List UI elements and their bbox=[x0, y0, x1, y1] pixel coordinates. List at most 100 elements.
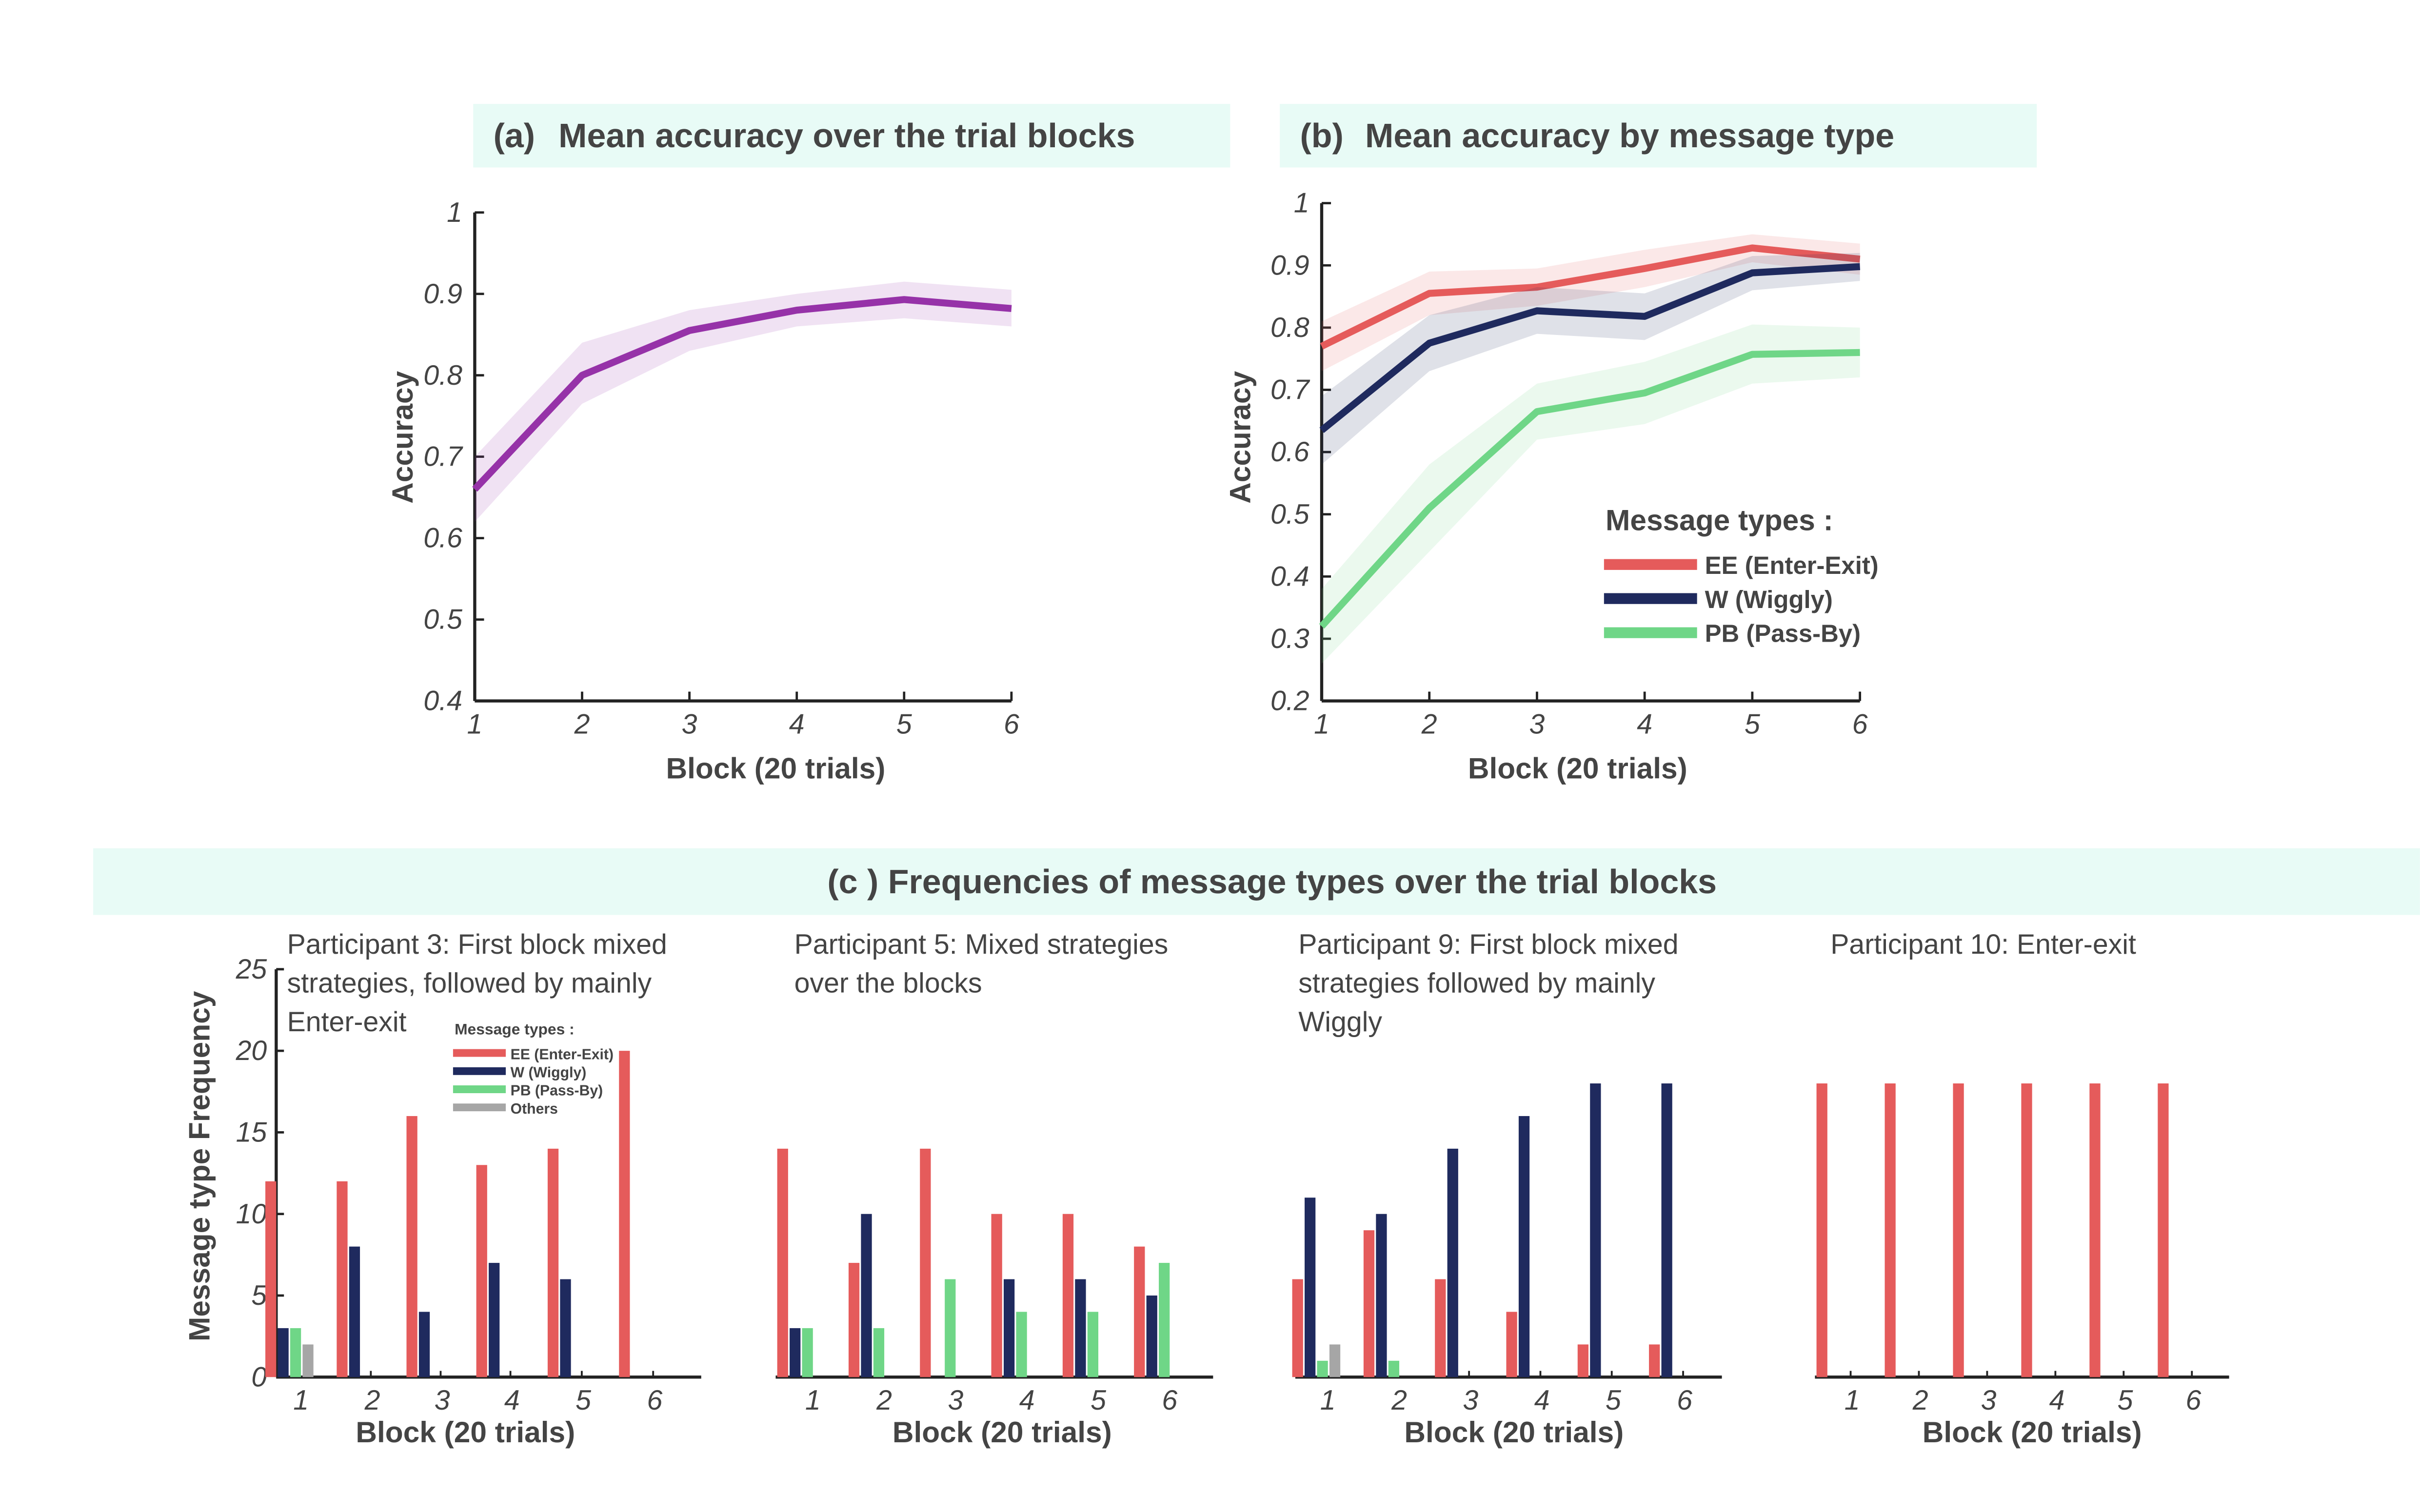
subplot-2-bar-0-2 bbox=[920, 1148, 931, 1377]
panel-b-title: Mean accuracy by message type bbox=[1365, 117, 1894, 155]
subplot-2-bar-2-3 bbox=[1016, 1312, 1027, 1377]
subplot-1-bar-1-3 bbox=[489, 1263, 500, 1377]
panel-b-y-tick-label: 0.8 bbox=[1270, 312, 1309, 343]
subplot-4-bar-0-5 bbox=[2158, 1083, 2169, 1377]
panel-c-legend-label-2: PB (Pass-By) bbox=[511, 1083, 603, 1099]
panel-a-y-tick-label: 1 bbox=[447, 197, 462, 228]
subplot-4-bar-0-0 bbox=[1816, 1083, 1827, 1377]
panel-b-y-tick-label: 0.2 bbox=[1270, 686, 1309, 717]
subplot-1-bar-0-3 bbox=[476, 1165, 487, 1377]
subplot-4-bar-0-4 bbox=[2089, 1083, 2101, 1377]
subplot-2-bar-0-5 bbox=[1134, 1246, 1145, 1377]
subplot-2-bar-2-5 bbox=[1159, 1263, 1170, 1377]
subplot-1-x-tick-label: 1 bbox=[293, 1385, 309, 1416]
subplot-3-x-tick-label: 5 bbox=[1606, 1385, 1621, 1416]
panel-a-y-tick-label: 0.6 bbox=[423, 523, 462, 554]
subplot-2-x-tick-label: 6 bbox=[1162, 1385, 1177, 1416]
panel-a-x-tick-label: 6 bbox=[1004, 708, 1019, 740]
subplot-2-bar-0-3 bbox=[991, 1214, 1002, 1377]
subplot-3-bar-3-0 bbox=[1329, 1344, 1341, 1377]
subplot-3-bar-1-0 bbox=[1305, 1198, 1316, 1377]
subplot-3-bar-2-1 bbox=[1388, 1360, 1400, 1377]
subplot-1-subtitle-line-1: Participant 3: First block mixed bbox=[287, 929, 667, 960]
subplot-1-x-tick-label: 2 bbox=[364, 1385, 380, 1416]
subplot-1-subtitle-line-2: strategies, followed by mainly bbox=[287, 968, 652, 999]
subplot-2-x-tick-label: 5 bbox=[1091, 1385, 1106, 1416]
subplot-2-bar-0-1 bbox=[848, 1263, 860, 1377]
subplot-1-bar-0-4 bbox=[547, 1148, 559, 1377]
panel-a-x-tick-label: 1 bbox=[467, 708, 483, 740]
subplot-2-bar-2-1 bbox=[873, 1328, 885, 1377]
subplot-2-x-tick-label: 2 bbox=[876, 1385, 892, 1416]
subplot-1-y-tick-label: 20 bbox=[236, 1035, 267, 1066]
subplot-1-y-tick-label: 10 bbox=[236, 1198, 267, 1230]
subplot-4-xlabel: Block (20 trials) bbox=[1923, 1415, 2142, 1449]
subplot-4-bar-0-3 bbox=[2021, 1083, 2032, 1377]
subplot-3-bar-1-2 bbox=[1447, 1148, 1458, 1377]
subplot-4-x-tick-label: 5 bbox=[2118, 1385, 2133, 1416]
subplot-3-xlabel: Block (20 trials) bbox=[1404, 1415, 1624, 1449]
subplot-1-bar-0-0 bbox=[265, 1181, 277, 1377]
panel-b-legend-label-1: W (Wiggly) bbox=[1705, 586, 1833, 613]
panel-a-y-tick-label: 0.4 bbox=[423, 686, 462, 717]
subplot-3-bar-1-1 bbox=[1376, 1214, 1387, 1377]
panel-a-title-box bbox=[473, 104, 1230, 168]
panel-b-legend-title: Message types : bbox=[1606, 504, 1833, 537]
subplot-1-x-tick-label: 3 bbox=[435, 1385, 450, 1416]
subplot-3-bar-0-3 bbox=[1506, 1312, 1517, 1377]
panel-b-legend-label-0: EE (Enter-Exit) bbox=[1705, 551, 1879, 579]
panel-a-y-tick-label: 0.8 bbox=[423, 360, 462, 391]
subplot-3-bar-0-5 bbox=[1649, 1344, 1660, 1377]
subplot-2-bar-0-4 bbox=[1062, 1214, 1074, 1377]
subplot-2-bar-2-2 bbox=[945, 1279, 956, 1377]
panel-b-y-tick-label: 0.3 bbox=[1270, 623, 1309, 654]
panel-b-y-tick-label: 0.9 bbox=[1270, 250, 1309, 281]
panel-a-title-prefix: (a) bbox=[494, 117, 536, 155]
subplot-2-bar-1-3 bbox=[1003, 1279, 1015, 1377]
subplot-4-x-tick-label: 2 bbox=[1912, 1385, 1928, 1416]
subplot-3-bar-1-4 bbox=[1590, 1083, 1601, 1377]
panel-c-legend-title: Message types : bbox=[455, 1020, 575, 1038]
panel-a-x-tick-label: 4 bbox=[789, 708, 805, 740]
panel-b-title-box bbox=[1280, 104, 2037, 168]
subplot-3-bar-2-0 bbox=[1317, 1360, 1328, 1377]
panel-b-line-2 bbox=[1319, 349, 1860, 629]
panel-b-y-tick-label: 0.4 bbox=[1270, 561, 1309, 592]
panel-b-y-tick-label: 1 bbox=[1294, 188, 1309, 219]
subplot-4-x-tick-label: 6 bbox=[2186, 1385, 2202, 1416]
subplot-1-x-tick-label: 5 bbox=[575, 1385, 591, 1416]
panel-a-xlabel: Block (20 trials) bbox=[666, 752, 886, 785]
subplot-1-bar-0-2 bbox=[406, 1116, 417, 1377]
panel-a-x-tick-label: 3 bbox=[682, 708, 697, 740]
subplot-3-bar-0-1 bbox=[1363, 1230, 1375, 1377]
subplot-4-bar-0-2 bbox=[1953, 1083, 1964, 1377]
subplot-3-bar-1-3 bbox=[1518, 1116, 1530, 1377]
panel-c-title: (c ) Frequencies of message types over t… bbox=[827, 863, 1717, 901]
panel-a-x-tick-label: 5 bbox=[896, 708, 912, 740]
subplot-3-bar-0-2 bbox=[1435, 1279, 1446, 1377]
subplot-3-bar-0-0 bbox=[1292, 1279, 1303, 1377]
subplot-3-x-tick-label: 3 bbox=[1463, 1385, 1478, 1416]
subplot-1-bar-1-2 bbox=[418, 1312, 430, 1377]
subplot-2-bar-1-4 bbox=[1075, 1279, 1086, 1377]
subplot-4-x-tick-label: 3 bbox=[1981, 1385, 1997, 1416]
subplot-1-y-tick-label: 0 bbox=[251, 1361, 267, 1393]
subplot-4-subtitle-line-1: Participant 10: Enter-exit bbox=[1830, 929, 2136, 960]
subplot-3-x-tick-label: 6 bbox=[1677, 1385, 1692, 1416]
panel-c-title-box bbox=[93, 848, 2420, 915]
subplot-1-y-tick-label: 15 bbox=[236, 1117, 267, 1148]
subplot-3-subtitle-line-3: Wiggly bbox=[1298, 1006, 1382, 1038]
panel-b-y-tick-label: 0.6 bbox=[1270, 436, 1309, 468]
panel-a-band-0 bbox=[475, 281, 1012, 522]
panel-b-line-0 bbox=[1320, 244, 1861, 350]
subplot-4-bar-0-1 bbox=[1884, 1083, 1896, 1377]
subplot-2-x-tick-label: 4 bbox=[1019, 1385, 1035, 1416]
subplot-1-x-tick-label: 4 bbox=[504, 1385, 520, 1416]
panel-b-ylabel: Accuracy bbox=[1224, 371, 1257, 504]
panel-a-y-tick-label: 0.5 bbox=[423, 604, 462, 635]
panel-b-x-tick-label: 2 bbox=[1421, 708, 1437, 740]
subplot-2-xlabel: Block (20 trials) bbox=[893, 1415, 1112, 1449]
subplot-3-x-tick-label: 2 bbox=[1391, 1385, 1407, 1416]
panel-b-xlabel: Block (20 trials) bbox=[1468, 752, 1687, 785]
subplot-1-y-tick-label: 25 bbox=[236, 954, 267, 985]
